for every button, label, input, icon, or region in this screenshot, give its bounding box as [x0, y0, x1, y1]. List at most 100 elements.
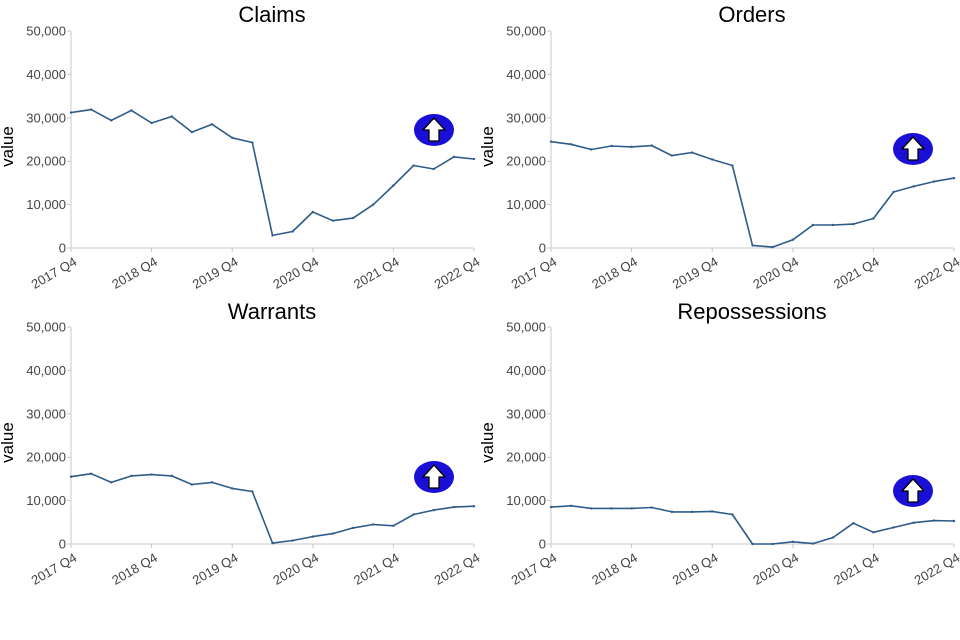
panel-repossessions: Repossessions 0 10,000 20,000 30,000 40,000 50…	[478, 299, 960, 588]
data-point	[351, 526, 355, 530]
data-point	[291, 230, 294, 233]
y-tick-label: 20,000	[26, 154, 66, 169]
series-line	[70, 108, 475, 237]
data-point	[392, 184, 395, 187]
panel-title: Warrants	[228, 299, 316, 324]
data-point	[190, 130, 194, 134]
data-point	[590, 148, 593, 151]
x-tick-label: 2021 Q4	[351, 254, 402, 292]
data-point	[150, 473, 153, 476]
data-point	[472, 505, 476, 508]
data-point	[432, 167, 435, 171]
y-tick-label: 20,000	[506, 154, 546, 169]
data-point	[210, 123, 214, 126]
data-point	[751, 244, 754, 247]
data-point	[110, 119, 113, 122]
icon-arrow	[901, 478, 925, 503]
data-point	[690, 151, 694, 154]
data-point	[610, 507, 613, 510]
y-tick-label: 0	[539, 537, 546, 552]
data-point	[751, 542, 754, 546]
y-axis-label: value	[478, 126, 497, 167]
panel-claims: Claims 0 10,000 20,000 30,000 40,000 50,000 201…	[0, 2, 482, 292]
data-point	[831, 223, 835, 227]
data-point	[69, 111, 73, 114]
panel-title: Claims	[238, 2, 305, 27]
y-tick-label: 10,000	[26, 493, 66, 508]
x-tick-label: 2021 Q4	[351, 550, 402, 588]
x-tick-label: 2021 Q4	[831, 254, 882, 292]
data-point	[69, 475, 73, 478]
up-arrow-icon	[414, 461, 454, 493]
y-tick-label: 0	[59, 241, 66, 256]
y-tick-label: 30,000	[506, 406, 546, 421]
data-point	[932, 180, 936, 183]
x-tick-label: 2022 Q4	[912, 550, 960, 588]
data-point	[331, 532, 335, 535]
data-point	[89, 108, 93, 111]
y-tick-label: 50,000	[506, 320, 546, 335]
data-point	[271, 541, 274, 545]
x-tick-label: 2017 Q4	[29, 550, 80, 588]
y-tick-label: 10,000	[506, 197, 546, 212]
data-point	[831, 536, 835, 539]
y-tick-label: 0	[59, 537, 66, 552]
y-axis-label: value	[0, 422, 17, 463]
data-point	[472, 157, 476, 161]
x-tick-label: 2020 Q4	[750, 550, 801, 588]
data-point	[432, 508, 435, 512]
data-point	[170, 474, 173, 478]
data-point	[892, 190, 895, 194]
data-point	[549, 140, 553, 143]
x-tick-label: 2020 Q4	[750, 254, 801, 292]
x-tick-label: 2019 Q4	[670, 550, 721, 588]
data-point	[311, 210, 314, 214]
data-point	[372, 523, 375, 526]
data-point	[331, 219, 335, 222]
data-point	[190, 483, 194, 486]
data-point	[452, 505, 456, 509]
x-tick-label: 2020 Q4	[270, 550, 321, 588]
data-point	[952, 176, 956, 180]
data-point	[291, 539, 294, 542]
data-point	[791, 238, 794, 241]
x-tick-label: 2017 Q4	[509, 254, 560, 292]
y-tick-label: 40,000	[26, 363, 66, 378]
y-tick-label: 40,000	[506, 67, 546, 82]
y-axis-label: value	[0, 126, 17, 167]
data-point	[952, 519, 956, 523]
x-tick-label: 2018 Q4	[589, 254, 640, 292]
data-point	[130, 474, 133, 478]
data-point	[650, 144, 653, 147]
data-point	[412, 513, 415, 516]
x-tick-label: 2022 Q4	[432, 254, 483, 292]
x-tick-label: 2021 Q4	[831, 550, 882, 588]
data-point	[610, 144, 613, 148]
data-point	[892, 526, 895, 529]
x-tick-label: 2022 Q4	[432, 550, 483, 588]
data-point	[231, 136, 234, 139]
data-point	[912, 185, 915, 188]
y-tick-label: 30,000	[26, 110, 66, 125]
data-point	[110, 481, 113, 484]
data-point	[130, 109, 133, 112]
x-tick-label: 2020 Q4	[270, 254, 321, 292]
panel-orders: Orders 0 10,000 20,000 30,000 40,000 50,000 201…	[478, 2, 960, 292]
y-tick-label: 30,000	[26, 406, 66, 421]
x-tick-label: 2018 Q4	[109, 254, 160, 292]
data-point	[150, 121, 153, 125]
data-point	[311, 535, 314, 538]
data-point	[89, 472, 93, 475]
y-tick-label: 40,000	[506, 363, 546, 378]
y-axis-label: value	[478, 422, 497, 463]
data-point	[251, 490, 254, 493]
panel-title: Orders	[718, 2, 785, 27]
y-tick-label: 40,000	[26, 67, 66, 82]
y-tick-label: 10,000	[26, 197, 66, 212]
up-arrow-icon	[893, 133, 933, 165]
data-point	[412, 164, 415, 167]
icon-arrow	[422, 117, 446, 142]
y-tick-label: 20,000	[506, 450, 546, 465]
y-tick-label: 10,000	[506, 493, 546, 508]
